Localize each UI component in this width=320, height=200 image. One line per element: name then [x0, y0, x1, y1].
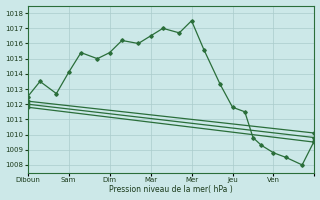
X-axis label: Pression niveau de la mer( hPa ): Pression niveau de la mer( hPa )	[109, 185, 233, 194]
